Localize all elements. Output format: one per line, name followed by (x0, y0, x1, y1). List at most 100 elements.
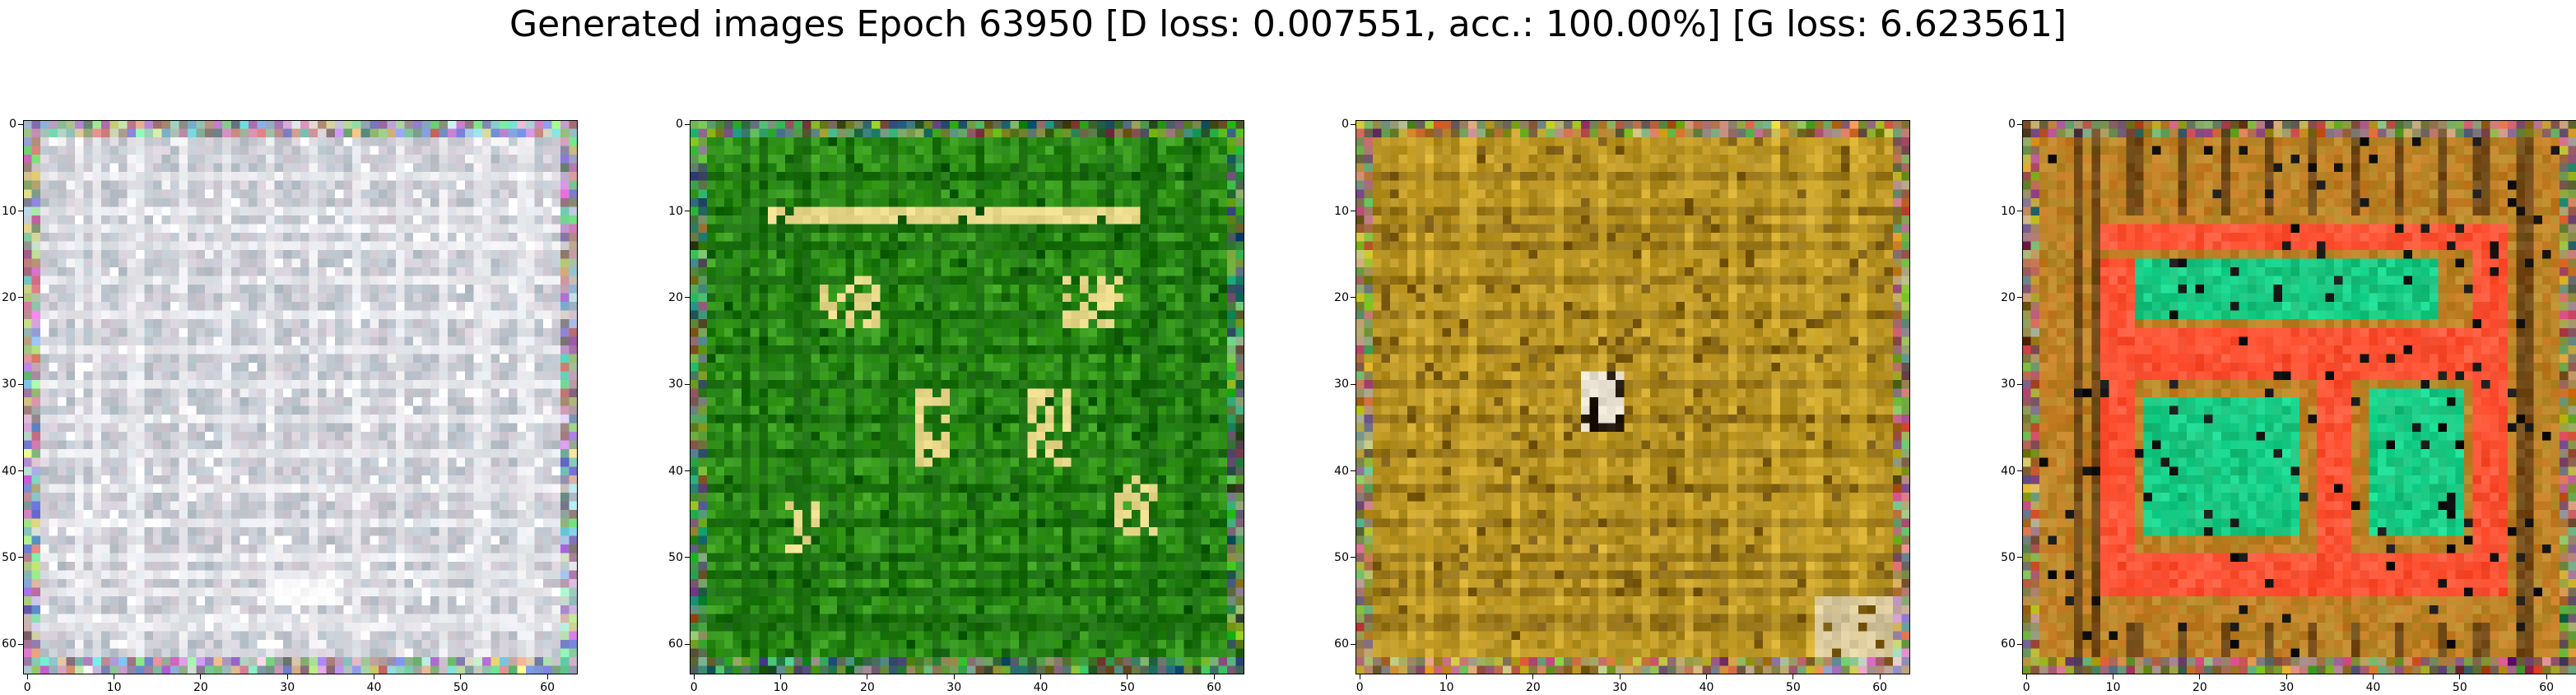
x-tick-label: 10 (773, 681, 788, 694)
x-tick (460, 674, 462, 679)
y-tick-label: 60 (2001, 637, 2016, 651)
generated-image-1 (23, 120, 578, 674)
x-tick-label: 0 (1355, 681, 1364, 694)
x-tick-label: 20 (193, 681, 208, 694)
x-tick (200, 674, 202, 679)
x-tick-label: 60 (540, 681, 556, 694)
x-tick (1532, 674, 1534, 679)
x-tick-label: 10 (1439, 681, 1454, 694)
y-tick-label: 10 (2001, 204, 2016, 218)
y-tick (1351, 557, 1355, 558)
y-tick (18, 297, 23, 299)
x-tick (2199, 674, 2201, 679)
x-tick (546, 674, 548, 679)
y-tick (2017, 383, 2022, 385)
y-tick-label: 20 (668, 290, 683, 304)
y-tick (685, 470, 690, 472)
y-tick (18, 383, 23, 385)
axes-frame (690, 120, 1244, 674)
y-tick (1351, 123, 1355, 125)
y-tick (2017, 470, 2022, 472)
x-tick-label: 0 (23, 681, 31, 694)
y-tick-label: 50 (2, 550, 16, 564)
x-tick (2546, 674, 2547, 679)
x-tick (286, 674, 288, 679)
x-tick (1213, 674, 1215, 679)
y-tick-label: 40 (2001, 464, 2016, 478)
x-tick-label: 20 (859, 681, 875, 694)
y-tick-label: 50 (2001, 550, 2016, 564)
y-tick (685, 383, 690, 385)
y-tick-label: 20 (1334, 290, 1349, 304)
axes-frame (23, 120, 578, 674)
x-tick (953, 674, 955, 679)
generated-image-2 (690, 120, 1244, 674)
generated-image-panel-3: 0 10 20 30 40 50 60 0 10 20 30 40 50 60 (1334, 118, 1910, 694)
y-tick (18, 643, 23, 645)
y-tick (685, 297, 690, 299)
x-tick-label: 60 (2539, 681, 2555, 694)
y-tick-label: 10 (2, 204, 16, 218)
y-tick-label: 30 (1334, 378, 1349, 392)
x-tick (2285, 674, 2287, 679)
x-tick-label: 60 (1872, 681, 1888, 694)
y-tick-label: 40 (668, 464, 683, 478)
y-tick-label: 50 (1334, 550, 1349, 564)
y-tick-label: 60 (668, 637, 683, 651)
x-tick (1706, 674, 1708, 679)
y-tick-label: 0 (1341, 118, 1349, 132)
y-tick-label: 60 (1334, 637, 1349, 651)
x-tick-label: 10 (106, 681, 122, 694)
x-tick (1040, 674, 1042, 679)
y-tick-label: 0 (2008, 118, 2016, 132)
x-tick-label: 40 (2365, 681, 2381, 694)
y-tick (685, 123, 690, 125)
x-tick-label: 30 (1612, 681, 1628, 694)
x-tick-label: 40 (366, 681, 382, 694)
y-tick (685, 557, 690, 558)
x-tick (693, 674, 695, 679)
y-tick-label: 40 (2, 464, 16, 478)
y-tick (2017, 297, 2022, 299)
x-tick-label: 50 (453, 681, 468, 694)
x-tick-label: 0 (690, 681, 698, 694)
generated-image-panel-2: 0 10 20 30 40 50 60 0 10 20 30 40 50 60 (668, 118, 1244, 694)
x-tick (2459, 674, 2461, 679)
y-tick-label: 30 (668, 378, 683, 392)
x-tick-label: 50 (2452, 681, 2467, 694)
x-tick-label: 50 (1785, 681, 1801, 694)
x-tick-label: 20 (1525, 681, 1541, 694)
y-tick (685, 643, 690, 645)
y-tick (18, 557, 23, 558)
x-tick-label: 30 (2279, 681, 2295, 694)
y-tick (2017, 643, 2022, 645)
x-tick (1127, 674, 1128, 679)
axes-frame (2022, 120, 2576, 674)
x-tick-label: 60 (1207, 681, 1222, 694)
x-tick-label: 10 (2105, 681, 2121, 694)
generated-image-panel-4: 0 10 20 30 40 50 60 0 10 20 30 40 50 60 (2001, 118, 2576, 694)
axes-frame (1355, 120, 1910, 674)
y-tick-label: 60 (2, 637, 16, 651)
y-tick (1351, 383, 1355, 385)
generated-image-panel-1: 0 10 20 30 40 50 60 0 10 20 30 40 50 60 (2, 118, 578, 694)
x-tick-label: 0 (2022, 681, 2030, 694)
generated-image-3 (1355, 120, 1910, 674)
y-tick-label: 20 (2, 290, 16, 304)
figure-title: Generated images Epoch 63950 [D loss: 0.… (509, 3, 2067, 45)
x-tick (2373, 674, 2374, 679)
y-tick (18, 470, 23, 472)
y-tick (1351, 643, 1355, 645)
y-tick-label: 0 (676, 118, 683, 132)
y-tick-label: 0 (9, 118, 16, 132)
y-tick (2017, 557, 2022, 558)
x-tick-label: 40 (1699, 681, 1714, 694)
x-tick (1446, 674, 1448, 679)
x-tick (1879, 674, 1881, 679)
y-tick (1351, 297, 1355, 299)
x-tick-label: 30 (946, 681, 962, 694)
y-tick-label: 10 (1334, 204, 1349, 218)
y-tick-label: 30 (2001, 378, 2016, 392)
y-tick-label: 40 (1334, 464, 1349, 478)
x-tick-label: 20 (2192, 681, 2207, 694)
